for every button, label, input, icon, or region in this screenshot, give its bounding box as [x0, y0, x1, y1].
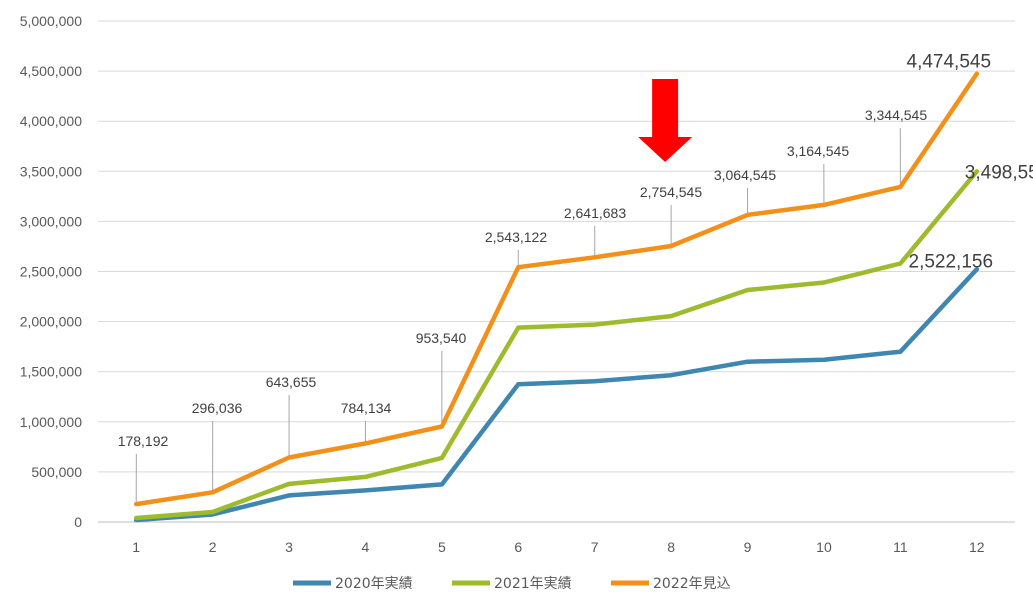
data-label: 643,655 [266, 374, 317, 390]
y-axis-tick-labels: 0 500,000 1,000,000 1,500,000 2,000,000 2,500… [20, 13, 83, 530]
data-label: 2,754,545 [640, 184, 702, 200]
x-tick-label: 1 [132, 539, 140, 555]
legend-label: 2021年実績 [494, 576, 572, 592]
y-tick-label: 2,000,000 [20, 314, 82, 330]
series-line [133, 267, 980, 523]
data-label: 2,543,122 [485, 229, 547, 245]
x-tick-label: 8 [667, 539, 675, 555]
annotations [638, 79, 693, 162]
data-label: 2,641,683 [564, 205, 626, 221]
series-line [133, 169, 980, 521]
y-tick-label: 3,500,000 [20, 163, 82, 179]
data-label: 3,164,545 [787, 143, 849, 159]
legend: 2020年実績 2021年実績 2022年見込 [293, 576, 731, 592]
x-tick-label: 12 [969, 539, 985, 555]
y-tick-label: 4,000,000 [20, 113, 82, 129]
x-tick-label: 6 [514, 539, 522, 555]
down-arrow-icon [638, 79, 693, 162]
data-labels: 178,192 296,036 643,655 784,134 953,540 2,543… [118, 52, 1033, 449]
y-tick-label: 1,500,000 [20, 364, 82, 380]
x-tick-label: 2 [209, 539, 217, 555]
legend-label: 2022年見込 [653, 576, 731, 592]
x-tick-label: 3 [285, 539, 293, 555]
x-tick-label: 4 [362, 539, 370, 555]
data-label: 2,522,156 [909, 251, 994, 272]
data-label: 296,036 [192, 400, 243, 416]
data-label: 953,540 [416, 330, 467, 346]
x-tick-label: 9 [744, 539, 752, 555]
y-tick-label: 500,000 [31, 464, 82, 480]
series-line [133, 71, 980, 507]
data-label: 3,498,556 [965, 162, 1033, 183]
x-tick-label: 10 [816, 539, 832, 555]
y-tick-label: 1,000,000 [20, 414, 82, 430]
data-label: 3,344,545 [865, 107, 927, 123]
x-tick-label: 11 [893, 539, 908, 555]
legend-label: 2020年実績 [335, 576, 413, 592]
y-tick-label: 2,500,000 [20, 264, 82, 280]
data-label-leader-lines [135, 127, 901, 505]
x-tick-label: 5 [438, 539, 446, 555]
data-label: 178,192 [118, 433, 169, 449]
y-tick-label: 4,500,000 [20, 63, 82, 79]
data-label: 784,134 [341, 400, 392, 416]
x-axis-tick-labels: 1 2 3 4 5 6 7 8 9 10 11 12 [132, 539, 984, 555]
y-tick-label: 0 [74, 514, 82, 530]
series-lines [133, 71, 980, 523]
gridlines [98, 20, 1015, 523]
y-tick-label: 5,000,000 [20, 13, 82, 29]
data-label: 4,474,545 [907, 52, 992, 73]
x-tick-label: 7 [591, 539, 599, 555]
data-label: 3,064,545 [714, 167, 776, 183]
y-tick-label: 3,000,000 [20, 213, 82, 229]
